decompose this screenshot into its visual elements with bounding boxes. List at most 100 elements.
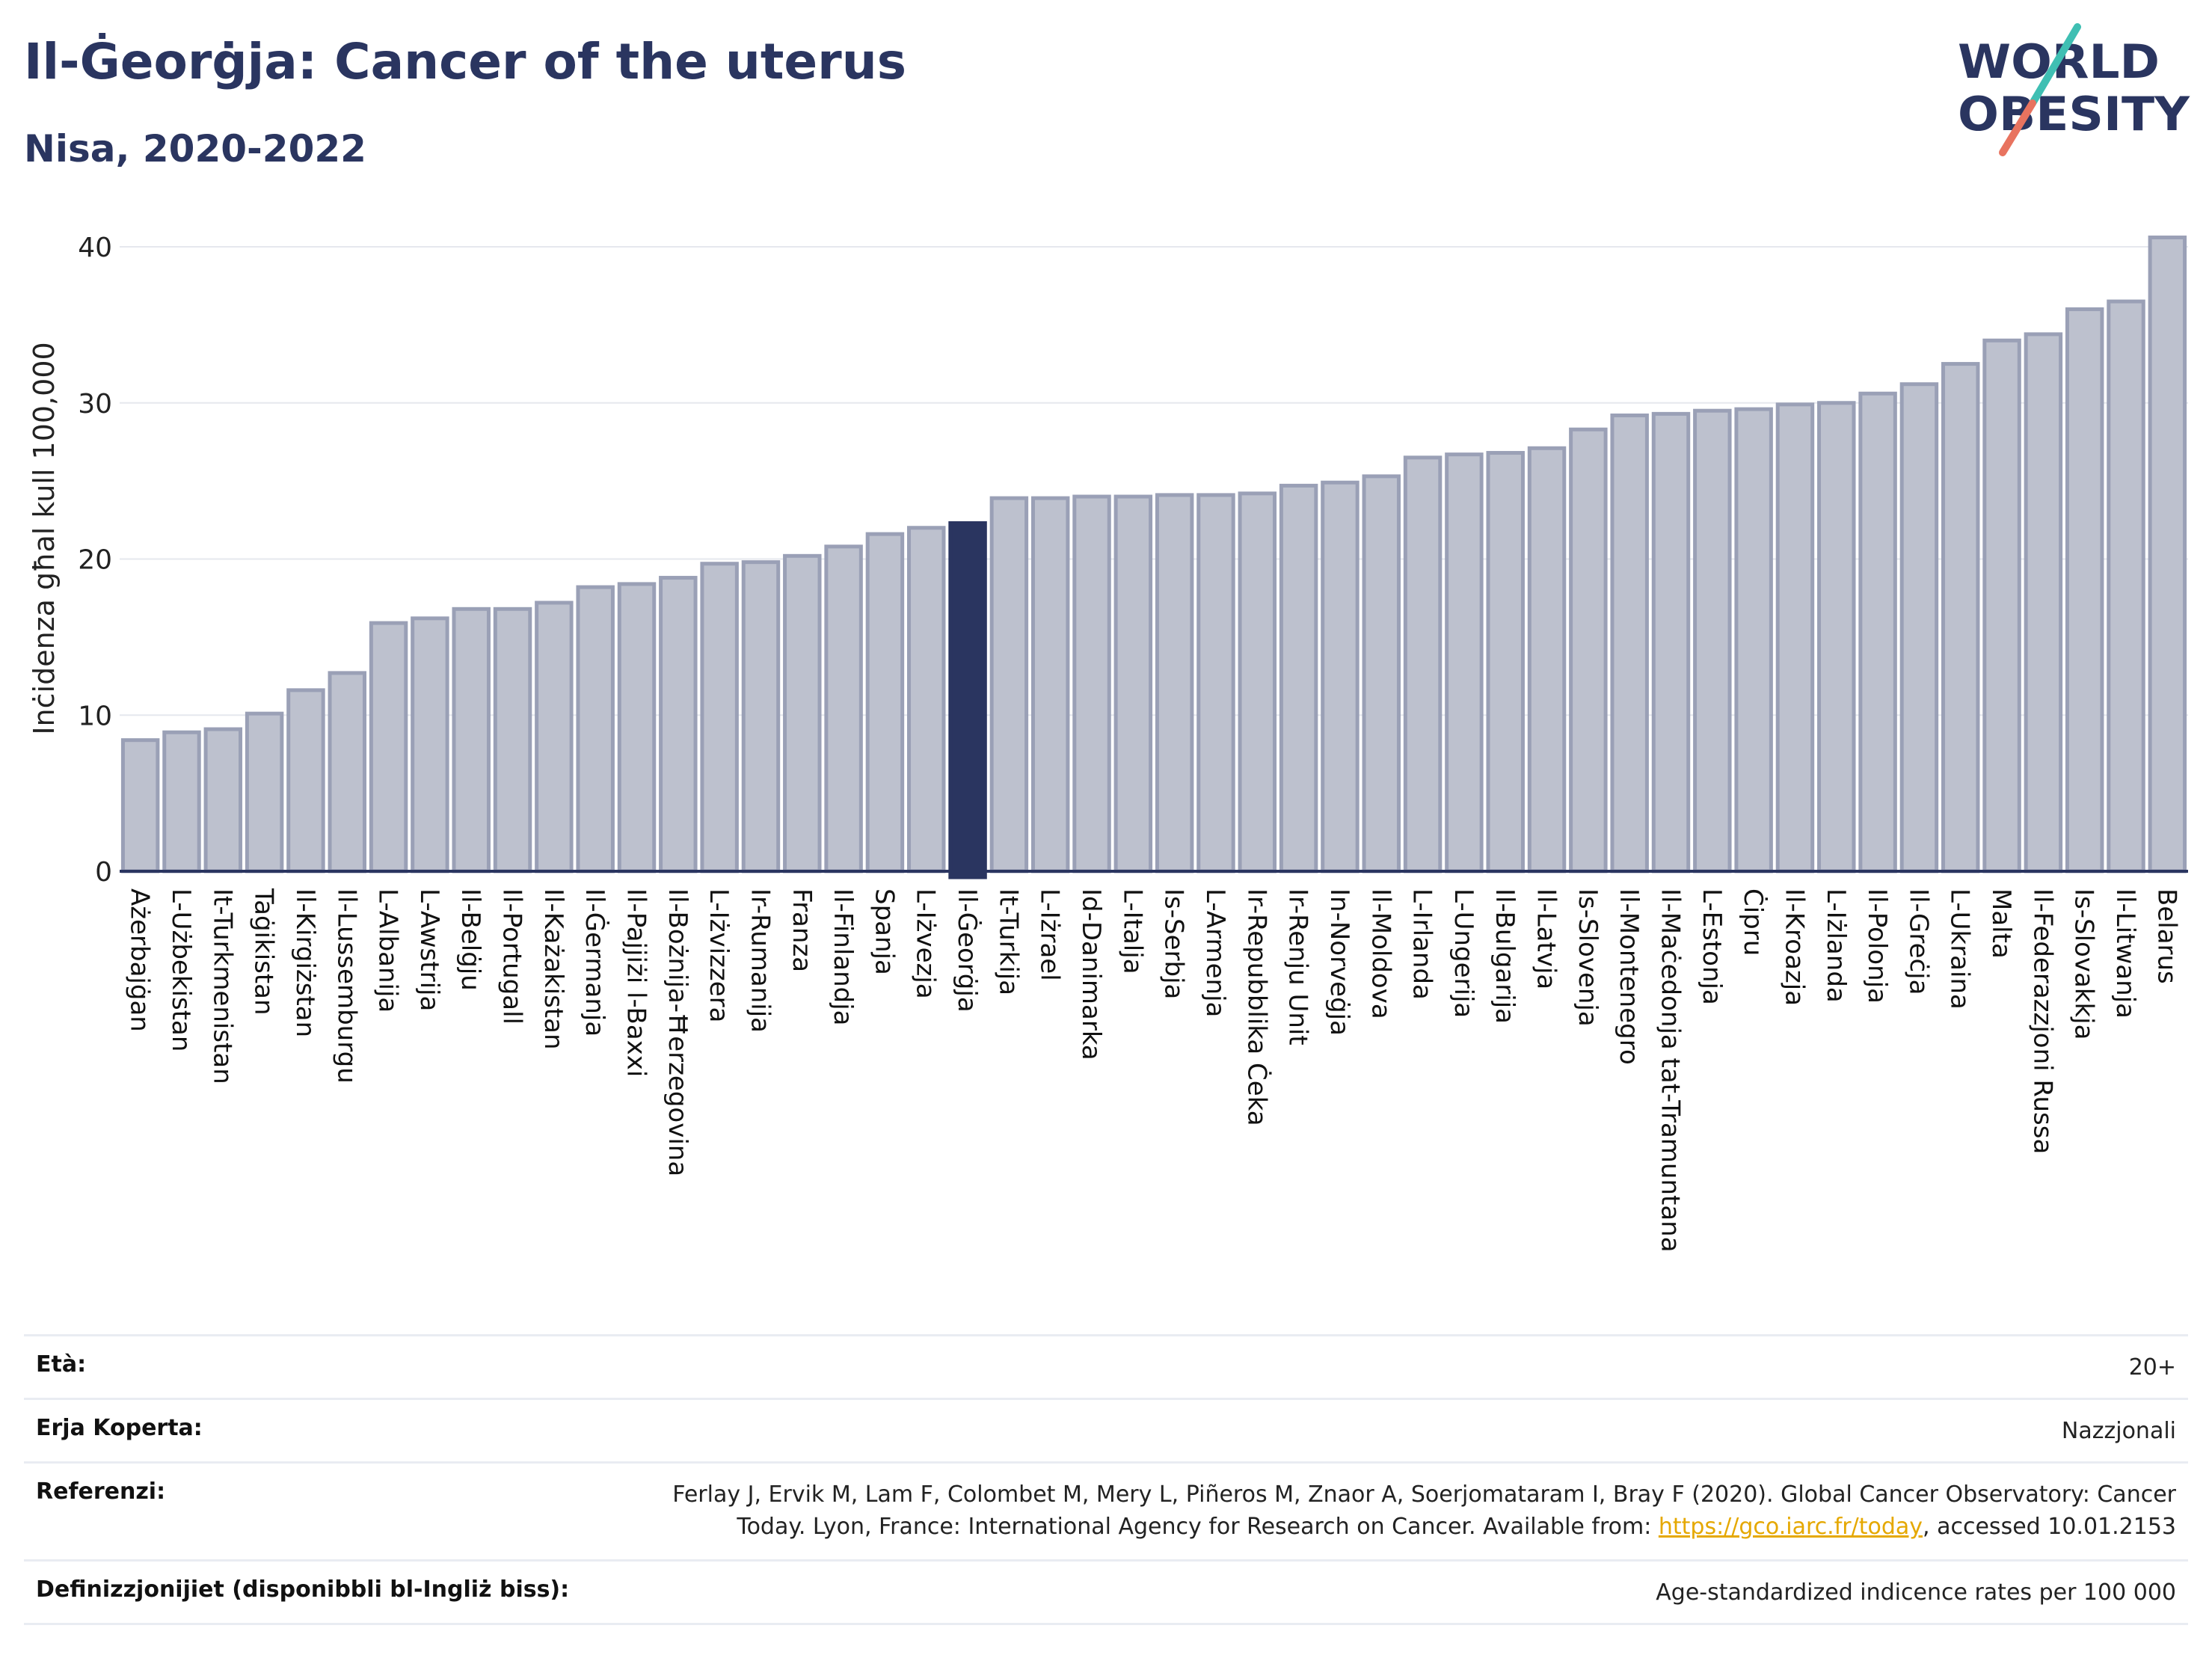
x-tick-label: L-Armenja [1200,888,1230,1017]
definitions-label: Definizzjonijiet (disponibbli bl-Ingliż … [36,1576,570,1603]
x-tick-label: In-Norveġja [1324,888,1354,1036]
page-title: Il-Ġeorġja: Cancer of the uterus [24,33,906,90]
references-link[interactable]: https://gco.iarc.fr/today [1658,1514,1923,1540]
bar[interactable] [576,585,615,873]
x-tick-label: Is-Slovenja [1573,888,1603,1027]
bar[interactable] [1610,413,1649,873]
bar[interactable] [1982,338,2021,873]
bar[interactable] [1155,493,1194,873]
bar[interactable] [1693,408,1732,873]
bar[interactable] [1279,483,1318,873]
bar[interactable] [783,553,822,873]
x-tick-label: Il-Moldova [1365,888,1395,1019]
x-tick-label: Ir-Renju Unit [1283,888,1313,1045]
bar[interactable] [203,727,243,873]
bar[interactable] [1321,480,1360,873]
x-tick-label: Ir-Rumanija [745,888,775,1033]
x-tick-label: Ażerbajġan [125,888,155,1032]
x-tick-label: Il-Litwanja [2110,888,2140,1019]
bar[interactable] [1196,493,1235,873]
references-line2-pre: Today. Lyon, France: International Agenc… [737,1514,1659,1540]
bar[interactable] [120,738,160,873]
bar[interactable] [1734,407,1773,873]
bar[interactable] [535,601,574,873]
x-tick-label: L-Ungerija [1448,888,1478,1018]
bar[interactable] [1527,446,1567,873]
bar[interactable] [700,562,739,873]
bar[interactable] [411,616,449,873]
x-tick-label: Id-Danimarka [1076,888,1106,1060]
x-tick-label: L-Iżlanda [1821,888,1851,1003]
bar[interactable] [1486,451,1525,873]
bar[interactable] [1072,494,1111,873]
x-tick-label: L-Użbekistan [166,888,196,1051]
metadata-table: Età: 20+ Erja Koperta: Nazzjonali Refere… [24,1334,2188,1625]
bar[interactable] [286,688,325,873]
x-tick-label: Is-Serbja [1159,888,1189,999]
x-tick-label: Is-Slovakkja [2069,888,2099,1040]
bar[interactable] [328,671,366,873]
x-tick-label: L-Iżvezja [911,888,941,999]
area-label: Erja Koperta: [36,1415,203,1441]
bar[interactable] [1651,411,1691,873]
bar[interactable] [2107,299,2145,873]
meta-row-age: Età: 20+ [24,1334,2188,1398]
bar[interactable] [1858,391,1897,873]
meta-row-area: Erja Koperta: Nazzjonali [24,1398,2188,1461]
bar[interactable] [1445,452,1484,873]
x-tick-label: Il-Polonja [1862,888,1892,1004]
bar[interactable] [245,711,284,873]
logo-slash-teal-icon [2029,23,2081,107]
x-tick-label: Il-Finlandja [828,888,858,1026]
x-tick-label: Taġikistan [249,888,279,1016]
bar[interactable] [2148,235,2187,873]
bar[interactable] [1030,496,1070,873]
bar[interactable] [1941,362,1980,873]
references-value: Ferlay J, Ervik M, Lam F, Colombet M, Me… [672,1479,2176,1543]
bar[interactable] [369,621,408,873]
bar[interactable] [493,607,532,873]
y-tick-label: 40 [78,233,112,263]
bar[interactable] [1817,401,1856,873]
bar[interactable] [162,730,201,873]
y-tick-label: 30 [78,389,112,420]
bar[interactable] [989,496,1029,873]
bar[interactable] [1113,494,1153,873]
x-tick-label: L-Ukraina [1945,888,1975,1010]
x-tick-label: Il-Montenegro [1614,888,1644,1065]
x-tick-label: L-Albanija [373,888,403,1013]
x-tick-label: Ċipru [1738,888,1769,956]
bar-chart: 0 10 20 30 40 Ażerbajġan L-Użbekistan It-Turkm… [28,233,2188,1253]
references-line1: Ferlay J, Ervik M, Lam F, Colombet M, Me… [672,1481,2176,1508]
bar[interactable] [1569,427,1608,873]
bar[interactable] [824,544,863,873]
bar[interactable] [2024,332,2063,873]
logo-line2: OBESITY [1958,87,2190,141]
x-tick-label: Il-Portugall [497,888,527,1025]
world-obesity-logo: WORLD OBESITY [1958,23,2190,156]
y-tick-label: 10 [78,701,112,731]
bar[interactable] [948,521,987,879]
bar[interactable] [1403,455,1443,873]
bar[interactable] [1899,382,1939,873]
bar[interactable] [1362,474,1401,873]
x-tick-label: Il-Bożnija-Ħerzegovina [663,888,692,1176]
bar[interactable] [659,576,698,873]
y-axis-ticks: 0 10 20 30 40 [78,233,112,888]
x-tick-label: L-Iżrael [1035,888,1065,981]
age-label: Età: [36,1351,87,1378]
bar[interactable] [1775,402,1815,873]
bar[interactable] [865,532,905,873]
x-tick-label: Il-Ġeorġja [952,888,983,1013]
bar[interactable] [617,582,657,873]
bar[interactable] [1238,491,1277,873]
bar[interactable] [741,560,781,873]
bar[interactable] [452,607,491,873]
x-axis-labels: Ażerbajġan L-Użbekistan It-Turkmenistan Taġ… [125,888,2182,1253]
x-tick-label: Il-Ġermanja [580,888,610,1037]
bar[interactable] [2065,307,2104,873]
x-tick-label: L-Italja [1117,888,1147,974]
x-tick-label: Il-Federazzjoni Russa [2027,888,2057,1154]
bar[interactable] [907,526,946,873]
page-subtitle: Nisa, 2020-2022 [24,127,366,171]
